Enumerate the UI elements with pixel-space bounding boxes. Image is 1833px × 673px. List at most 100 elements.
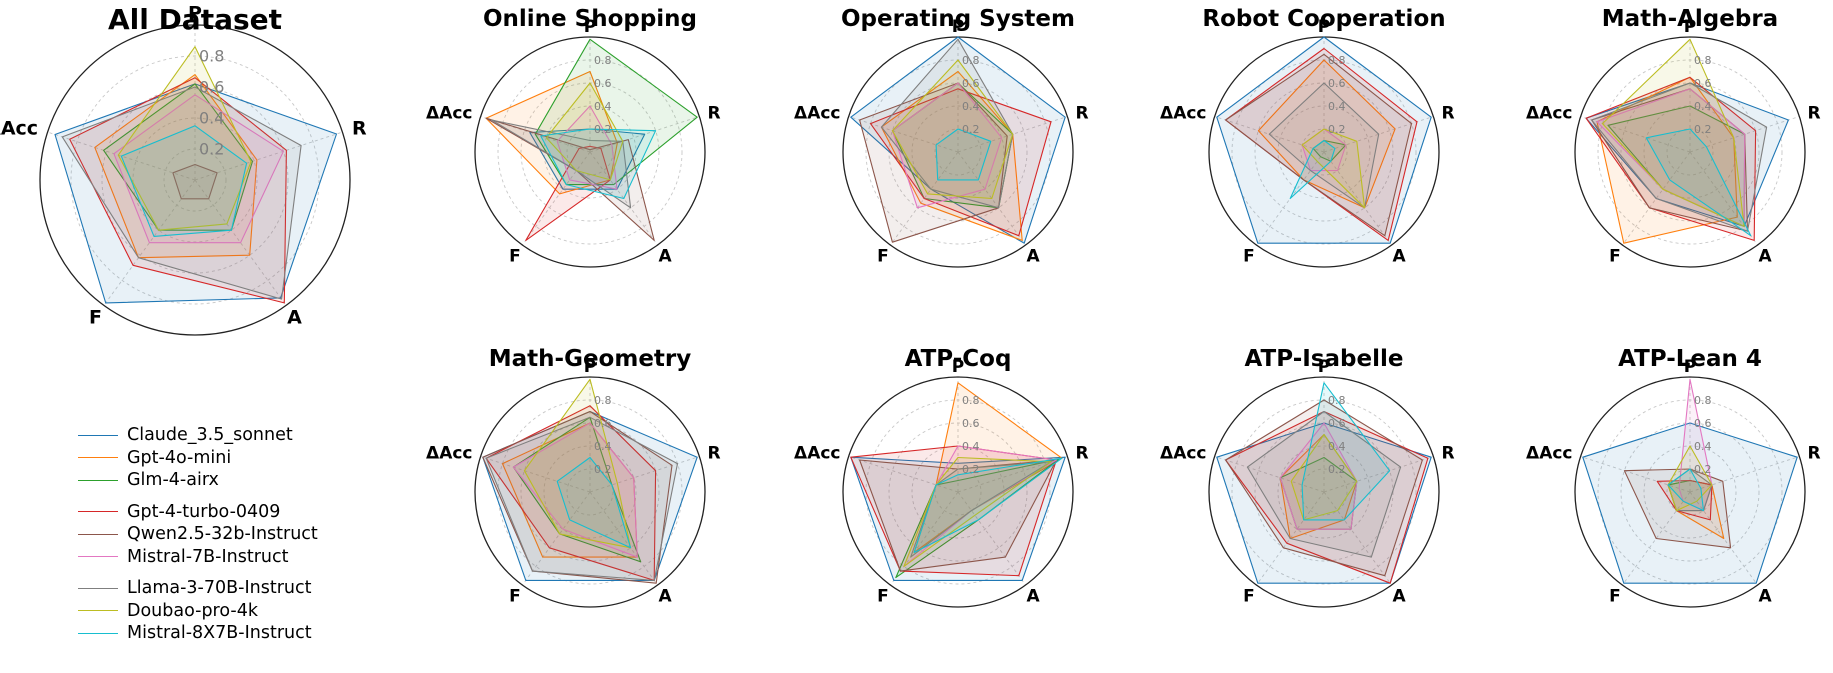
legend-swatch [78, 556, 118, 558]
axis-label: R [1441, 443, 1454, 463]
tick-label: 0.6 [594, 417, 612, 430]
axis-label: R [1807, 103, 1820, 123]
series-polygon [1301, 128, 1366, 209]
axis-label: F [877, 586, 889, 606]
series-polygon [117, 46, 252, 231]
tick-label: 0.2 [199, 140, 224, 159]
grid-spoke [848, 456, 959, 493]
grid-spoke [1256, 151, 1325, 246]
series-polygon [512, 416, 642, 563]
axis-label: A [1027, 246, 1041, 266]
legend-swatch [78, 632, 118, 634]
axis-label: A [659, 246, 673, 266]
grid-spoke [1580, 116, 1691, 153]
series-polygon [880, 38, 1014, 209]
axis-label: F [509, 246, 521, 266]
series-polygon [1290, 433, 1358, 521]
axis-label: R [1441, 103, 1454, 123]
series-polygon [525, 145, 611, 241]
axis-label: A [287, 307, 302, 329]
grid-spoke [1214, 456, 1325, 493]
legend-item: Claude_3.5_sonnet [78, 424, 378, 447]
axis-label: P [188, 2, 202, 24]
series-polygon [523, 378, 632, 549]
series-polygon [1246, 410, 1402, 558]
axis-label: F [1609, 586, 1621, 606]
grid-spoke [1622, 491, 1691, 586]
radar-panel: 0.2 0.4 0.6 0.8 P R A F ΔAcc Math-Algebra [1526, 6, 1821, 268]
tick-label: 0.6 [1694, 77, 1712, 90]
legend-label: Mistral-7B-Instruct [127, 546, 289, 567]
grid-spoke [890, 151, 959, 246]
tick-label: 0.8 [1694, 394, 1712, 407]
tick-label: 0.6 [962, 77, 980, 90]
axis-label: A [1027, 586, 1041, 606]
tick-label: 0.4 [1328, 100, 1346, 113]
tick-label: 0.8 [962, 394, 980, 407]
grid-spoke [1580, 456, 1691, 493]
series-polygon [1667, 468, 1705, 512]
legend-label: Doubao-pro-4k [127, 600, 258, 621]
series-polygon [1667, 445, 1713, 512]
axis-label: R [1075, 443, 1088, 463]
grid-spoke [589, 116, 700, 153]
radar-panel: 0.2 0.4 0.6 0.8 P R A F ΔAcc ATP-Coq [794, 346, 1089, 608]
outer-ring [474, 36, 706, 268]
axis-label: F [509, 586, 521, 606]
tick-label: 0.6 [1328, 77, 1346, 90]
tick-label: 0.8 [962, 54, 980, 67]
radar-panel: 0.2 0.4 0.6 0.8 P R A F ΔAcc Online Shopping [426, 6, 721, 268]
tick-label: 0.6 [594, 77, 612, 90]
series-polygon [859, 82, 1008, 243]
axis-label: F [1609, 246, 1621, 266]
axis-label: ΔAcc [794, 103, 840, 123]
tick-label: 0.6 [1328, 417, 1346, 430]
radar-panel: 0.2 0.4 0.6 0.8 P R A F ΔAcc Operating System [794, 6, 1089, 268]
axis-label: ΔAcc [1160, 443, 1206, 463]
radar-panel: 0.2 0.4 0.6 0.8 P R A F ΔAcc Math-Geometry [426, 346, 721, 608]
legend-swatch [78, 587, 118, 589]
axis-label: ΔAcc [1160, 103, 1206, 123]
outer-ring [474, 376, 706, 608]
radar-panel: 0.2 0.4 0.6 0.8 P R A F ΔAcc ATP-Isabelle [1160, 346, 1455, 608]
series-polygon [903, 445, 1057, 567]
series-polygon [910, 461, 1052, 558]
radar-panel: 0.2 0.4 0.6 0.8 P R A F ΔAcc ATP-Lean 4 [1526, 346, 1821, 608]
chart-title: All Dataset [108, 3, 282, 36]
tick-label: 0.6 [962, 417, 980, 430]
axis-label: F [89, 307, 102, 329]
grid-spoke [1323, 491, 1392, 586]
series-polygon [1301, 382, 1391, 521]
grid-ring [101, 86, 289, 274]
axis-label: R [1807, 443, 1820, 463]
tick-label: 0.8 [594, 394, 612, 407]
legend-swatch [78, 434, 118, 436]
chart-title: Online Shopping [483, 6, 697, 32]
legend-label: Claude_3.5_sonnet [127, 425, 293, 446]
axis-label: A [1393, 246, 1407, 266]
axis-label: P [1684, 17, 1696, 37]
series-polygon [1225, 47, 1418, 241]
grid-spoke [1622, 151, 1691, 246]
grid-spoke [589, 491, 658, 586]
series-polygon [1585, 76, 1757, 241]
series-polygon [534, 38, 698, 186]
axis-label: R [1075, 103, 1088, 123]
series-polygon [1289, 139, 1336, 200]
tick-label: 0.4 [962, 100, 980, 113]
grid-spoke [890, 491, 959, 586]
series-polygon [482, 410, 673, 584]
series-polygon [850, 36, 1066, 244]
tick-label: 0.8 [1328, 394, 1346, 407]
grid-spoke [1689, 116, 1800, 153]
grid-ring [934, 128, 982, 176]
axis-label: F [877, 246, 889, 266]
series-polygon [485, 405, 657, 581]
series-polygon [913, 457, 1063, 554]
axis-label: ΔAcc [1526, 103, 1572, 123]
tick-label: 0.4 [1328, 440, 1346, 453]
axis-label: P [952, 17, 964, 37]
axis-label: ΔAcc [0, 117, 38, 139]
axis-label: P [1318, 17, 1330, 37]
grid-spoke [194, 179, 287, 306]
